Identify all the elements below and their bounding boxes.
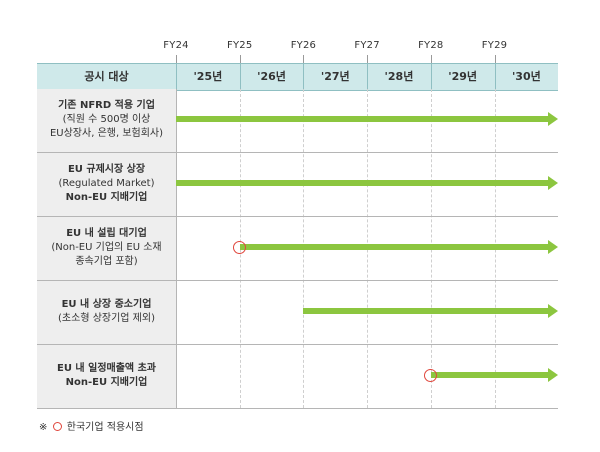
fy-label-fy27: FY27: [354, 40, 380, 51]
fy-label-fy24: FY24: [163, 40, 189, 51]
timeline-arrow: [176, 176, 558, 190]
row-label-5: EU 내 일정매출액 초과 Non-EU 지배기업: [37, 362, 176, 390]
header-separator: [303, 64, 305, 90]
fy-label-fy29: FY29: [481, 40, 508, 51]
header-year-6: '30년: [511, 70, 541, 83]
row-label-line: Non-EU 지배기업: [65, 377, 148, 388]
row-label-line: (초소형 상장기업 제외): [58, 313, 155, 324]
row-label-1: 기존 NFRD 적용 기업 (직원 수 500명 이상 EU상장사, 은행, 보험회…: [37, 99, 176, 141]
fy-label-fy28: FY28: [418, 40, 444, 51]
header-separator: [176, 64, 177, 90]
row-label-4: EU 내 상장 중소기업 (초소형 상장기업 제외): [37, 298, 176, 326]
row-label-line: EU상장사, 은행, 보험회사): [49, 128, 164, 139]
header-year-1: '25년: [193, 70, 223, 83]
header-separator: [494, 64, 496, 90]
fy-label-fy26: FY26: [290, 40, 317, 51]
header-separator: [239, 64, 241, 90]
korea-start-marker-icon: [423, 368, 437, 382]
footnote-text: 한국기업 적용시점: [66, 422, 144, 433]
timeline-arrow: [239, 240, 559, 254]
timeline-arrow: [303, 304, 558, 318]
row-divider: [37, 344, 558, 345]
fy-tick: [494, 55, 496, 63]
fy-tick: [239, 55, 241, 63]
fy-tick: [367, 55, 369, 63]
row-label-line: Non-EU 지배기업: [65, 192, 148, 203]
header-year-2: '26년: [257, 70, 286, 83]
row-label-line: (Non-EU 기업의 EU 소재: [51, 242, 162, 253]
header-year-5: '29년: [448, 70, 478, 83]
fy-tick: [303, 55, 305, 63]
label-column-background: [37, 89, 176, 409]
table-header: 공시 대상 '25년 '26년 '27년 '28년 '29년 '30년: [37, 63, 558, 91]
row-label-line: 기존 NFRD 적용 기업: [58, 100, 155, 111]
fy-tick: [176, 55, 177, 63]
row-divider: [37, 216, 558, 217]
row-label-line: EU 내 일정매출액 초과: [57, 363, 156, 374]
row-label-line: 종속기업 포함): [75, 256, 138, 267]
row-label-line: (직원 수 500명 이상: [62, 114, 151, 125]
header-year-4: '28년: [384, 70, 414, 83]
row-label-line: EU 내 설립 대기업: [66, 228, 147, 239]
label-column-divider: [176, 89, 177, 408]
timeline-arrow: [430, 368, 559, 382]
footnote: ※ 한국기업 적용시점: [39, 418, 144, 433]
timeline-arrow: [176, 112, 558, 126]
row-divider: [37, 152, 558, 153]
row-divider: [37, 280, 558, 281]
header-year-3: '27년: [320, 70, 350, 83]
red-circle-icon: [52, 422, 62, 431]
header-target-label: 공시 대상: [84, 70, 129, 83]
header-separator: [430, 64, 432, 90]
row-divider: [37, 408, 558, 409]
row-label-line: (Regulated Market): [58, 178, 155, 189]
row-label-2: EU 규제시장 상장 (Regulated Market) Non-EU 지배기업: [37, 163, 176, 205]
fy-label-fy25: FY25: [226, 40, 253, 51]
row-label-line: EU 내 상장 중소기업: [61, 299, 152, 310]
header-separator: [367, 64, 369, 90]
row-label-line: EU 규제시장 상장: [67, 164, 146, 175]
footnote-prefix: ※: [39, 422, 48, 433]
fy-tick: [430, 55, 432, 63]
korea-start-marker-icon: [232, 240, 246, 254]
